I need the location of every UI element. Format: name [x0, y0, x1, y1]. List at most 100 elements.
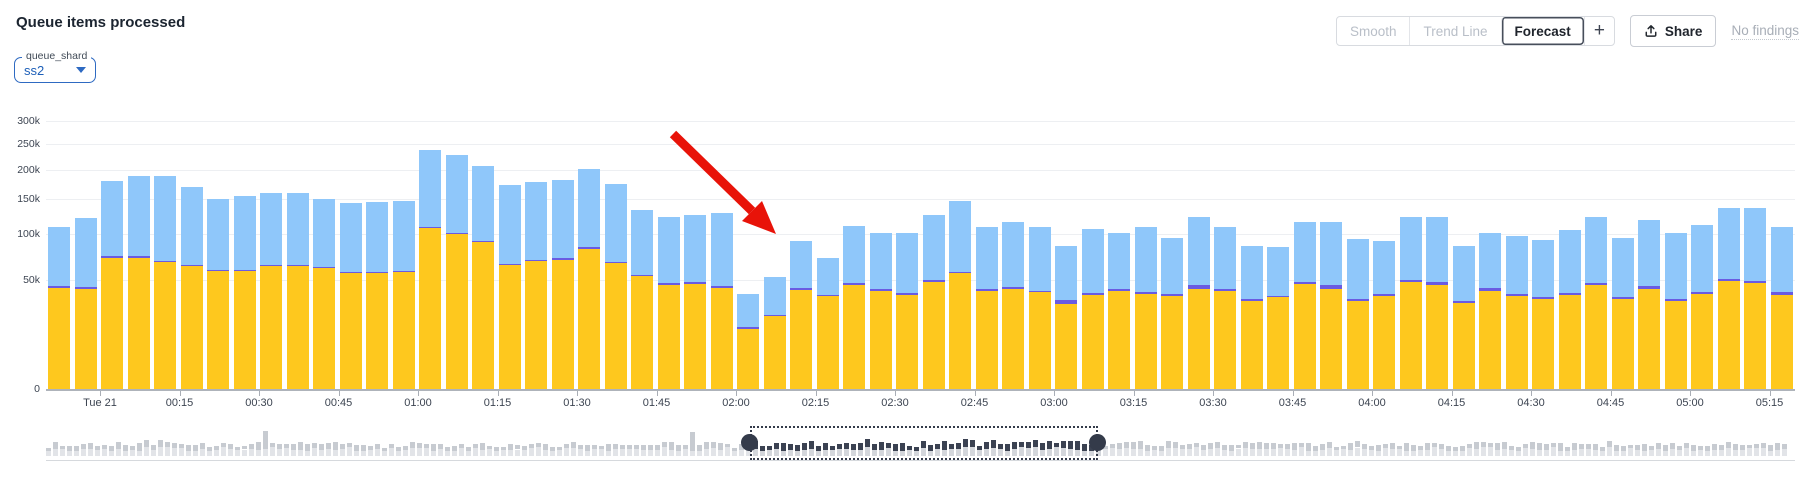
- minimap-bar: [361, 451, 366, 456]
- bar-segment-blue: [710, 212, 733, 286]
- minimap-bar: [900, 451, 905, 456]
- bar-segment-purple: [631, 274, 654, 277]
- minimap-bar: [1348, 450, 1353, 456]
- minimap-bar-cap: [886, 443, 891, 449]
- minimap-bar: [550, 451, 555, 456]
- bar-segment-purple: [1532, 296, 1555, 299]
- minimap-bar: [928, 450, 933, 456]
- bar-segment-yellow: [1558, 294, 1581, 389]
- minimap-bar-cap: [543, 444, 548, 450]
- minimap-bar: [1033, 447, 1038, 456]
- minimap-bar-cap: [830, 445, 835, 450]
- brush-selection[interactable]: [750, 426, 1098, 460]
- minimap-bar-cap: [193, 445, 198, 451]
- bar-segment-purple: [1346, 299, 1369, 302]
- minimap-bar: [1453, 450, 1458, 456]
- bar-segment-purple: [1293, 282, 1316, 285]
- x-axis-tick: [974, 391, 976, 396]
- bar-segment-blue: [1214, 226, 1237, 290]
- add-analysis-button[interactable]: +: [1583, 17, 1614, 45]
- brush-handle-right[interactable]: [1089, 434, 1106, 451]
- minimap-bar-cap: [529, 443, 534, 449]
- minimap-bar-cap: [319, 443, 324, 451]
- minimap-bar: [641, 449, 646, 456]
- x-axis-tick: [815, 391, 817, 396]
- page-title: Queue items processed: [16, 14, 186, 31]
- smooth-button[interactable]: Smooth: [1349, 23, 1397, 39]
- minimap-bar-cap: [851, 443, 856, 450]
- bar-segment-yellow: [472, 242, 495, 389]
- minimap-bar-cap: [1551, 443, 1556, 448]
- bar-segment-blue: [419, 149, 442, 227]
- no-findings-link[interactable]: No findings: [1731, 22, 1799, 40]
- minimap-bar-cap: [123, 444, 128, 452]
- minimap-bar: [186, 450, 191, 456]
- x-axis-tick: [736, 391, 737, 396]
- minimap-bar-cap: [655, 445, 660, 450]
- bar-segment-blue: [684, 215, 707, 283]
- minimap-bar-cap: [956, 443, 961, 450]
- bar-segment-blue: [1081, 228, 1104, 293]
- bar-segment-yellow: [1638, 288, 1661, 389]
- minimap-bar-cap: [144, 440, 149, 448]
- minimap-bar: [1159, 450, 1164, 456]
- minimap-bar-cap: [67, 445, 72, 452]
- minimap-bar: [270, 447, 275, 456]
- minimap-bar: [1677, 450, 1682, 456]
- minimap-bar-cap: [298, 442, 303, 450]
- minimap-bar: [963, 447, 968, 456]
- share-button[interactable]: Share: [1629, 15, 1717, 47]
- minimap-bar: [1558, 450, 1563, 456]
- minimap-bar-cap: [1719, 445, 1724, 450]
- minimap-bar: [1313, 450, 1318, 456]
- minimap-bar: [1705, 450, 1710, 456]
- bar-segment-blue: [1240, 246, 1263, 300]
- minimap-bar-cap: [312, 442, 317, 448]
- minimap-bar: [1481, 447, 1486, 456]
- trend-line-button[interactable]: Trend Line: [1409, 17, 1500, 45]
- minimap-bar: [781, 450, 786, 456]
- minimap-bar: [1663, 450, 1668, 456]
- minimap-bar-cap: [1649, 445, 1654, 451]
- minimap-bar: [1243, 447, 1248, 456]
- minimap-bar: [585, 450, 590, 456]
- forecast-button[interactable]: Forecast: [1500, 17, 1584, 45]
- minimap-bar-cap: [1306, 443, 1311, 451]
- minimap-bar-cap: [571, 442, 576, 448]
- minimap-bar: [1173, 447, 1178, 456]
- minimap-bar-cap: [648, 444, 653, 450]
- minimap-bar-cap: [473, 444, 478, 448]
- minimap-bar: [473, 447, 478, 456]
- bar-segment-purple: [843, 283, 866, 286]
- minimap-bar: [172, 448, 177, 456]
- x-axis-tick: [338, 391, 340, 396]
- minimap-bar: [88, 448, 93, 456]
- minimap-bar: [200, 448, 205, 456]
- minimap-bar-cap: [1152, 446, 1157, 451]
- minimap-bar: [627, 449, 632, 456]
- minimap-bar: [1278, 448, 1283, 456]
- minimap-bar-cap: [1005, 443, 1010, 452]
- bar-segment-blue: [445, 154, 468, 234]
- minimap-bar: [109, 451, 114, 456]
- x-axis-label: 01:45: [642, 397, 671, 409]
- minimap-bar-cap: [1173, 442, 1178, 448]
- minimap-bar: [1649, 450, 1654, 456]
- minimap-bar-cap: [1572, 443, 1577, 450]
- minimap-bar-cap: [354, 444, 359, 451]
- x-axis-label: 00:45: [324, 397, 353, 409]
- minimap-bar: [676, 451, 681, 456]
- bar-segment-purple: [684, 282, 707, 285]
- minimap-bar: [1719, 449, 1724, 456]
- minimap-bar-cap: [1145, 445, 1150, 451]
- minimap-bar-cap: [683, 445, 688, 450]
- minimap-bar: [935, 449, 940, 456]
- brush-handle-left[interactable]: [741, 434, 758, 451]
- minimap-bar: [1775, 450, 1780, 456]
- minimap-bar-cap: [578, 444, 583, 449]
- bar-segment-blue: [1373, 240, 1396, 295]
- minimap-bar: [893, 451, 898, 456]
- minimap-bar: [1131, 448, 1136, 456]
- queue-shard-dropdown[interactable]: queue_shard ss2: [14, 50, 96, 83]
- minimap-bar-cap: [1257, 442, 1262, 449]
